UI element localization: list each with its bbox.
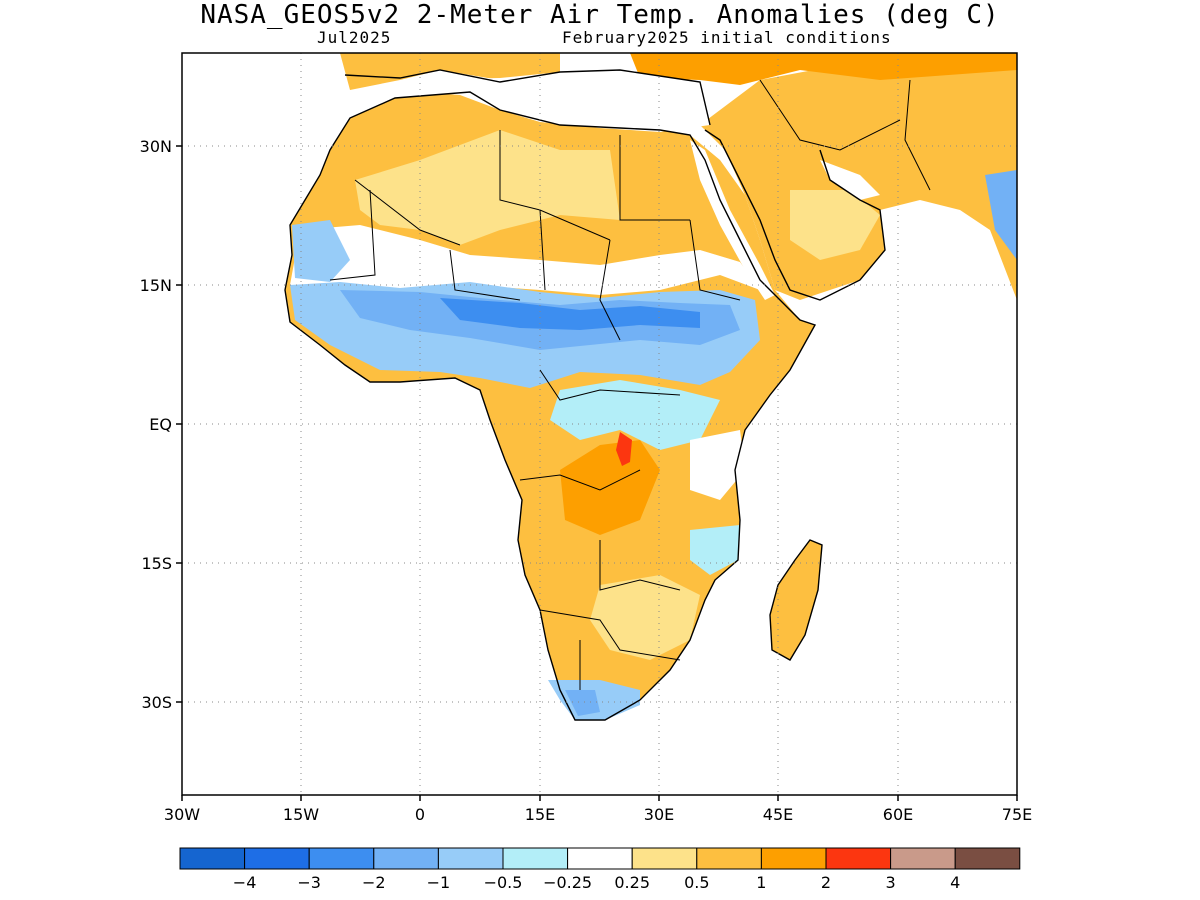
border-line [619,135,690,221]
border-line [539,209,546,291]
red-sea [690,140,775,300]
border-line [329,189,376,281]
central-cool-patch [550,380,720,450]
border-line [449,249,521,301]
colorbar-swatch [954,847,1021,870]
colorbar-swatch [437,847,504,870]
east-coast-neutral [690,430,745,500]
colorbar-label: 1 [756,873,766,892]
graticule [182,53,1017,795]
border-line [904,79,931,191]
mediterranean-north-coast [344,69,711,126]
colorbar-swatch [760,847,827,870]
madagascar [770,540,822,660]
lon-tick-label: 15W [283,805,319,824]
tick-marks [176,145,1018,801]
colorbar-swatch [179,847,246,870]
colorbar-label: −0.25 [543,873,592,892]
colorbar-swatch [696,847,762,870]
colorbar-swatch [825,847,892,870]
arabian-sea-cool [985,170,1017,260]
colorbar-swatch [308,847,375,870]
border-line [689,219,741,301]
colorbar-label: 0.5 [684,873,709,892]
border-line [354,179,461,246]
lat-tick-label: 30S [141,693,172,712]
lon-tick-label: 30W [164,805,200,824]
map-field [182,53,1017,795]
africa-coastline [284,91,817,721]
southern-tip-cold [565,690,600,716]
colorbar: −4 −3 −2 −1 −0.5 −0.25 0.25 0.5 1 2 3 4 [179,847,1021,892]
arabia-mild-zone [790,190,880,260]
colorbar-label: −3 [297,873,321,892]
border-line [539,369,681,401]
lon-tick-label: 45E [763,805,793,824]
lat-tick-label: 15N [140,276,172,295]
border-line [759,79,901,151]
congo-hot-spot [616,432,632,466]
border-line [599,239,621,341]
country-borders [329,79,931,690]
map-title: NASA_GEOS5v2 2-Meter Air Temp. Anomalies… [200,0,1000,30]
persian-gulf [820,160,880,200]
border-line [499,130,611,241]
colorbar-swatch [631,847,698,870]
mozambique-cool-patch [690,525,740,575]
lon-tick-label: 30E [644,805,674,824]
mediterranean-sea [400,70,710,132]
border-line [519,469,641,491]
lat-tick-label: 30N [140,137,172,156]
colorbar-swatch [567,847,633,870]
congo-warm-core [560,440,660,535]
lon-tick-label: 15E [525,805,555,824]
forecast-month: Jul2025 [317,28,392,47]
colorbar-label: 2 [821,873,831,892]
lon-tick-label: 75E [1002,805,1032,824]
colorbar-label: 3 [886,873,896,892]
colorbar-label: 4 [950,873,960,892]
coastlines [284,69,886,721]
colorbar-label: −4 [233,873,257,892]
colorbar-swatch [890,847,956,870]
colorbar-swatch [244,847,310,870]
colorbar-label: −1 [427,873,451,892]
colorbar-swatch [502,847,569,870]
lon-tick-label: 0 [415,805,425,824]
lat-tick-label: EQ [149,415,172,434]
west-coast-cool [292,220,350,282]
border-line [539,609,681,661]
lon-tick-label: 60E [883,805,913,824]
madagascar-coastline [769,539,823,661]
southern-mild-zone [590,575,700,660]
sahel-colder-core [440,298,700,330]
colorbar-label: −0.5 [484,873,523,892]
sahel-neutral-band [290,225,760,295]
colorbar-label: −2 [362,873,386,892]
lat-tick-label: 15S [141,554,172,573]
colorbar-label: 0.25 [614,873,650,892]
border-line [599,540,681,591]
europe-east-strip [630,53,1017,85]
initial-conditions: February2025 initial conditions [562,28,892,47]
arabia-coastline [704,129,886,301]
colorbar-swatch [373,847,439,870]
